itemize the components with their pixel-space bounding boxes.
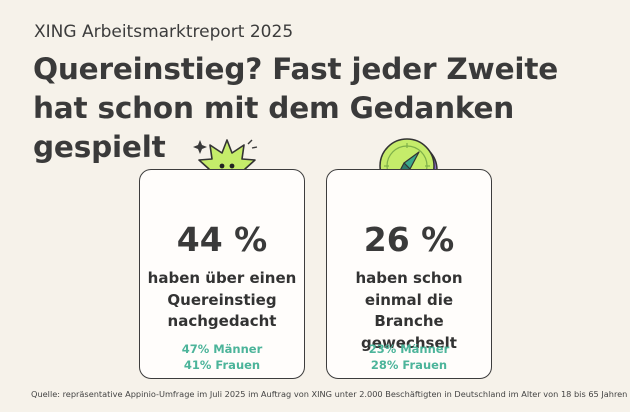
men-share: 47% Männer xyxy=(181,342,263,356)
gender-split: 23% Männer 28% Frauen xyxy=(327,341,491,373)
stat-description: haben über einen Quereinstieg nachgedach… xyxy=(147,269,297,330)
report-subtitle: XING Arbeitsmarktreport 2025 xyxy=(34,22,294,42)
women-share: 28% Frauen xyxy=(370,358,448,372)
stat-value: 26 % xyxy=(363,220,455,259)
gender-split: 47% Männer 41% Frauen xyxy=(140,341,304,373)
stat-description: haben schon einmal die Branche gewechsel… xyxy=(355,269,463,352)
stat-card-career-change-considered: 44 % haben über einen Quereinstieg nachg… xyxy=(139,169,305,379)
headline: Quereinstieg? Fast jeder Zweite hat scho… xyxy=(33,52,559,164)
stat-value: 44 % xyxy=(176,220,268,259)
stat-card-industry-changed: 26 % haben schon einmal die Branche gewe… xyxy=(326,169,492,379)
men-share: 23% Männer xyxy=(368,342,450,356)
women-share: 41% Frauen xyxy=(183,358,261,372)
source-note: Quelle: repräsentative Appinio-Umfrage i… xyxy=(31,389,628,399)
